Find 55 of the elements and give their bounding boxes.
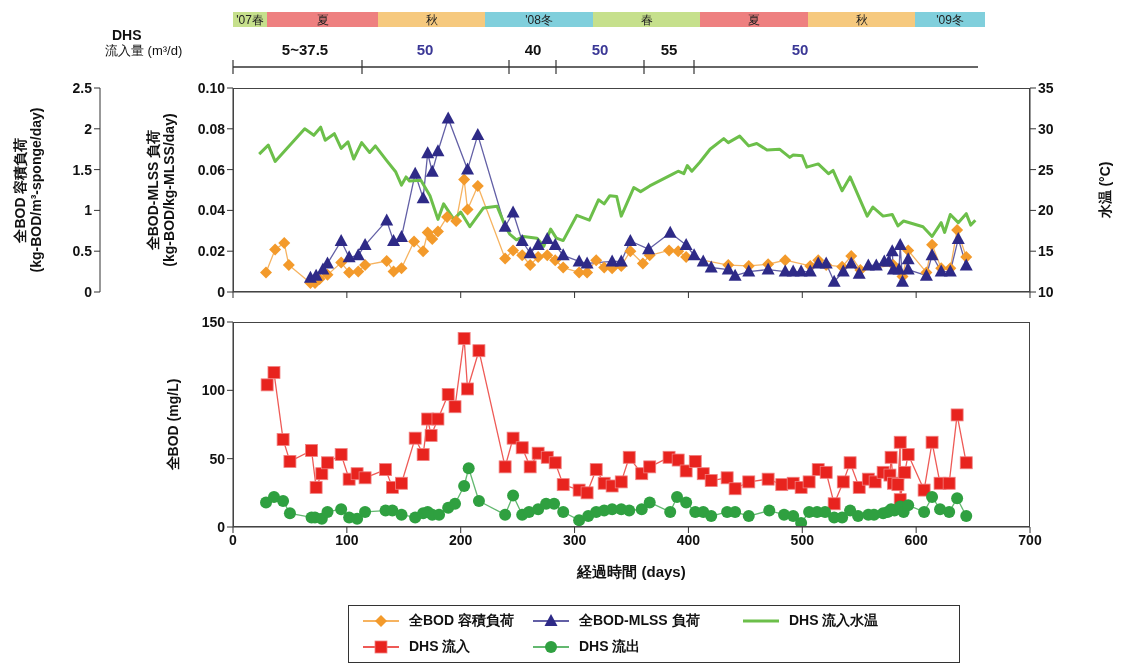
y2-tick-label: 0.02 (197, 243, 226, 260)
x-tick-label: 700 (1018, 531, 1042, 548)
text: 夏 (316, 13, 329, 27)
text: DHS 流入量 (m³/d) (105, 27, 183, 58)
text: 春 (640, 13, 653, 27)
legend-label: DHS 流入水温 (789, 612, 879, 630)
legend-label: 全BOD-MLSS 負荷 (579, 612, 700, 630)
y-tick-label: 0 (84, 283, 93, 300)
legend-label: 全BOD 容積負荷 (409, 612, 514, 630)
text: 夏 (748, 13, 760, 27)
y2-tick-label: 0.08 (197, 120, 226, 137)
y-tick-label: 2 (84, 120, 93, 137)
text: '08冬 (525, 13, 553, 27)
text: 5~37.5 (281, 41, 329, 58)
y-tick-label: 0 (217, 518, 226, 535)
line-series (257, 125, 977, 248)
y2-tick-label: 0.10 (197, 79, 226, 96)
y-tick-label: 0.5 (72, 243, 93, 260)
text: 50 (791, 41, 809, 58)
text: 50 (591, 41, 609, 58)
x-tick-label: 400 (676, 531, 701, 548)
x-tick-label: 100 (335, 531, 359, 548)
y3-axis-title: 水温 (°C) (1096, 161, 1113, 220)
y3-tick-label: 10 (1038, 283, 1054, 300)
text: 50 (416, 41, 434, 58)
y-tick-label: 1 (84, 202, 93, 219)
legend-label: DHS 流入 (409, 638, 471, 656)
text: 秋 (855, 13, 868, 27)
x-tick-label: 300 (562, 531, 587, 548)
y2-tick-label: 0.04 (197, 202, 226, 219)
y3-tick-label: 20 (1038, 202, 1054, 219)
y-tick-label: 50 (209, 450, 226, 467)
x-tick-label: 0 (229, 531, 238, 548)
text: 55 (660, 41, 678, 58)
y-tick-label: 100 (201, 382, 226, 399)
y-tick-label: 2.5 (72, 79, 93, 96)
y3-tick-label: 35 (1038, 79, 1054, 96)
y-axis-title: 全BOD 容積負荷 (kg-BOD/m³-sponge/day) (11, 107, 45, 273)
legend-label: DHS 流出 (579, 638, 641, 656)
y3-tick-label: 15 (1038, 243, 1054, 260)
text: '07春 (236, 13, 264, 27)
y3-tick-label: 25 (1038, 161, 1054, 178)
text: 秋 (425, 13, 438, 27)
y-axis-title: 全BOD (mg/L) (164, 378, 181, 472)
x-tick-label: 600 (904, 531, 929, 548)
x-tick-label: 500 (790, 531, 815, 548)
y2-axis-title: 全BOD-MLSS 負荷 (kg-BOD/kg-MLSS/day) (144, 113, 178, 267)
text: '09冬 (936, 13, 964, 27)
text: 40 (524, 41, 542, 58)
y-tick-label: 150 (201, 313, 226, 330)
y-tick-label: 1.5 (72, 161, 93, 178)
x-tick-label: 200 (449, 531, 473, 548)
y2-tick-label: 0.06 (197, 161, 226, 178)
y3-tick-label: 30 (1038, 120, 1054, 137)
x-axis-title: 経過時間 (days) (576, 563, 686, 580)
